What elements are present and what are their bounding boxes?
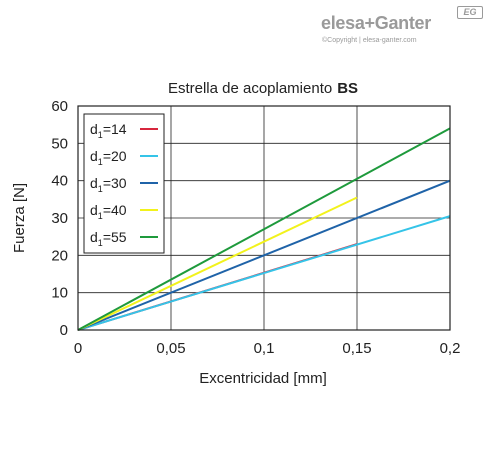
legend-label-subscript: 1 — [98, 238, 103, 248]
x-tick-label: 0,05 — [156, 340, 185, 357]
x-axis-label: Excentricidad [mm] — [199, 370, 327, 387]
y-tick-label: 40 — [51, 173, 68, 190]
copyright-text: ©Copyright | elesa-ganter.com — [322, 37, 417, 44]
series-lines — [77, 127, 451, 331]
y-tick-label: 20 — [51, 247, 68, 264]
brand-badge: EG — [457, 6, 483, 19]
legend-label-value: =14 — [103, 121, 127, 137]
y-tick-label: 50 — [51, 135, 68, 152]
y-tick-label: 0 — [60, 322, 68, 339]
x-tick-label: 0,1 — [254, 340, 275, 357]
legend-label: d1=40 — [90, 202, 127, 221]
legend-label: d1=55 — [90, 229, 127, 248]
legend-label-base: d — [90, 202, 98, 218]
series-line — [77, 127, 451, 331]
legend-label: d1=20 — [90, 148, 127, 167]
legend-label-subscript: 1 — [98, 184, 103, 194]
series-line — [77, 196, 358, 331]
chart-title-main: Estrella de acoplamiento — [168, 80, 332, 97]
legend-label-value: =20 — [103, 148, 127, 164]
x-tick-label: 0,15 — [342, 340, 371, 357]
x-tick-label: 0 — [74, 340, 82, 357]
y-axis-label: Fuerza [N] — [11, 183, 28, 253]
legend-label-base: d — [90, 148, 98, 164]
y-tick-label: 30 — [51, 210, 68, 227]
legend-label-subscript: 1 — [98, 211, 103, 221]
series-line — [77, 179, 451, 331]
legend-label-subscript: 1 — [98, 157, 103, 167]
legend-label-value: =30 — [103, 175, 127, 191]
legend-label: d1=30 — [90, 175, 127, 194]
y-tick-label: 60 — [51, 98, 68, 115]
legend-label-value: =55 — [103, 229, 127, 245]
legend-label-base: d — [90, 175, 98, 191]
x-tick-label: 0,2 — [440, 340, 461, 357]
brand-logo: elesa+Ganter EG ©Copyright | elesa-gante… — [318, 4, 484, 48]
chart-title: Estrella de acoplamiento BS — [168, 80, 358, 97]
legend-label-subscript: 1 — [98, 130, 103, 140]
y-tick-label: 10 — [51, 285, 68, 302]
legend-label-base: d — [90, 229, 98, 245]
legend-label-base: d — [90, 121, 98, 137]
legend-label-value: =40 — [103, 202, 127, 218]
brand-name: elesa+Ganter — [321, 13, 431, 33]
legend-label: d1=14 — [90, 121, 127, 140]
series-line — [77, 215, 451, 331]
chart-title-bold: BS — [337, 80, 358, 97]
plot-frame — [77, 105, 451, 331]
axes: 0 0,05 0,1 0,15 0,2 0 10 20 30 40 50 60 — [51, 98, 460, 357]
